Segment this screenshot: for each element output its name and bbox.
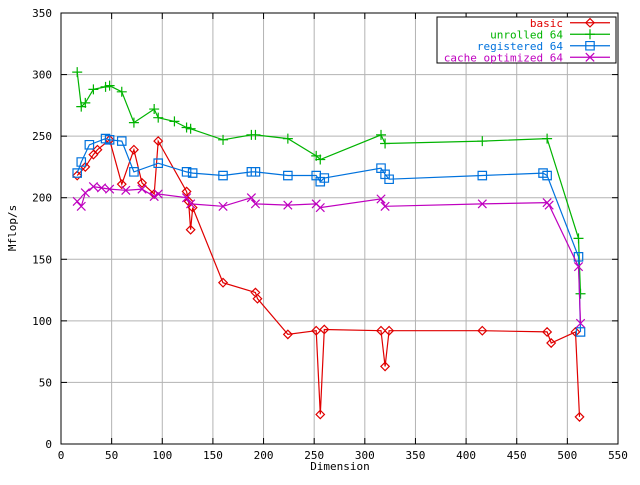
y-tick-label: 100 [32, 315, 52, 328]
x-tick-label: 400 [456, 449, 476, 462]
series-line-registered-64 [76, 137, 582, 332]
axes: 0 50 100 150 200 250 300 350 400 450 500 550 0 50 100 1… [32, 7, 628, 462]
legend-sample-marker-square [585, 40, 595, 51]
series-markers-registered-64 [72, 133, 586, 337]
y-tick-label: 350 [32, 7, 52, 20]
y-axis-title: Mflop/s [6, 205, 19, 251]
x-tick-label: 0 [58, 449, 65, 462]
y-tick-label: 300 [32, 69, 52, 82]
x-tick-label: 100 [152, 449, 172, 462]
legend-label-cache-optimized-64: cache optimized 64 [444, 51, 564, 64]
y-tick-label: 250 [32, 130, 52, 143]
legend-label-unrolled-64: unrolled 64 [490, 28, 563, 41]
y-tick-label: 50 [39, 376, 52, 389]
series-line-basic [76, 138, 581, 417]
series-markers-cache-optimized-64 [72, 182, 586, 328]
y-tick-label: 0 [45, 438, 52, 451]
plot-border [60, 12, 619, 445]
y-tick-label: 150 [32, 253, 52, 266]
x-tick-label: 450 [507, 449, 527, 462]
data-series [72, 67, 586, 422]
x-tick-label: 50 [105, 449, 118, 462]
x-axis-title: Dimension [310, 460, 370, 473]
x-tick-label: 500 [557, 449, 577, 462]
legend-box [436, 16, 617, 64]
legend-sample-marker-cross [585, 52, 595, 62]
legend-label-basic: basic [530, 17, 563, 30]
legend-sample-marker-plus [585, 29, 595, 40]
legend-sample-marker-diamond [584, 17, 596, 28]
grid-lines [61, 13, 618, 444]
y-tick-label: 200 [32, 192, 52, 205]
series-line-unrolled-64 [76, 72, 582, 294]
series-markers-unrolled-64 [72, 67, 586, 299]
x-tick-label: 200 [254, 449, 274, 462]
x-tick-label: 350 [406, 449, 426, 462]
x-tick-label: 300 [355, 449, 375, 462]
x-tick-label: 150 [203, 449, 223, 462]
series-markers-basic [72, 134, 585, 422]
legend-label-registered-64: registered 64 [477, 40, 563, 53]
series-line-cache-optimized-64 [76, 185, 582, 324]
x-tick-label: 550 [608, 449, 628, 462]
x-tick-label: 250 [304, 449, 324, 462]
